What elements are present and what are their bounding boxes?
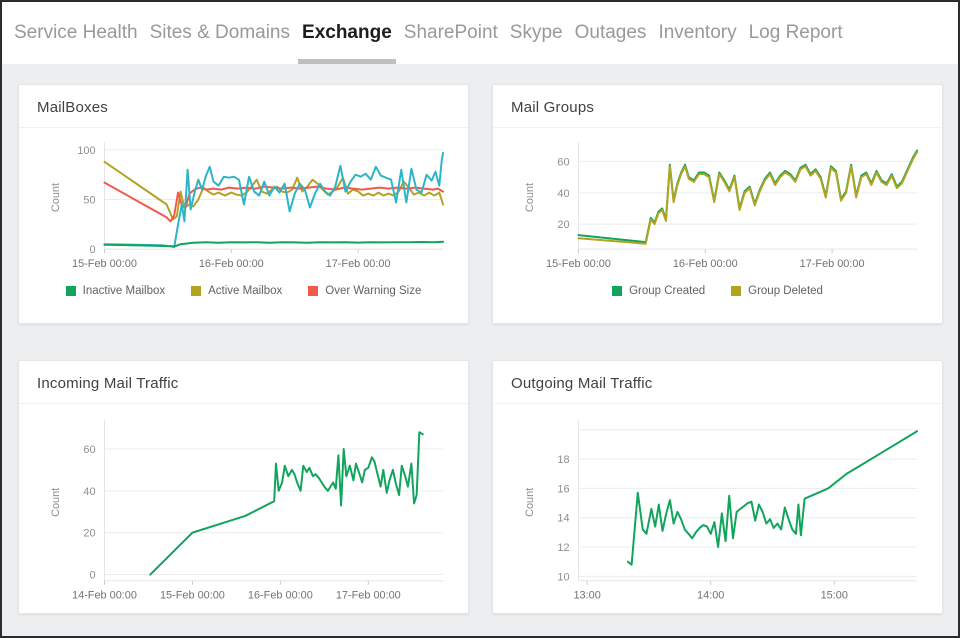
svg-text:17-Feb 00:00: 17-Feb 00:00 <box>336 590 401 602</box>
svg-text:40: 40 <box>557 188 569 200</box>
legend-item-group-deleted[interactable]: Group Deleted <box>731 285 823 297</box>
svg-text:Count: Count <box>50 488 62 517</box>
svg-text:15:00: 15:00 <box>821 590 848 602</box>
svg-text:40: 40 <box>83 486 95 498</box>
dashboard-grid: MailBoxes 05010015-Feb 00:0016-Feb 00:00… <box>2 64 958 636</box>
svg-text:14:00: 14:00 <box>697 590 724 602</box>
svg-text:14: 14 <box>557 513 569 525</box>
legend-item-over-warning-size[interactable]: Over Warning Size <box>308 285 421 297</box>
svg-text:16-Feb 00:00: 16-Feb 00:00 <box>248 590 313 602</box>
incoming-mail-traffic-card: Incoming Mail Traffic 0 20 40 60 14-Feb 00:0… <box>18 360 469 614</box>
legend-item-group-created[interactable]: Group Created <box>612 285 705 297</box>
incoming-mail-chart: 0 20 40 60 14-Feb 00:00 15-Feb 00:00 16-Feb 00… <box>33 410 454 614</box>
tab-sites-domains[interactable]: Sites & Domains <box>144 2 296 64</box>
svg-text:16: 16 <box>557 483 569 495</box>
svg-text:16-Feb 00:00: 16-Feb 00:00 <box>199 258 264 270</box>
legend-swatch-icon <box>612 286 622 296</box>
svg-text:Count: Count <box>524 183 536 212</box>
tab-log-report[interactable]: Log Report <box>743 2 849 64</box>
svg-text:15-Feb 00:00: 15-Feb 00:00 <box>72 258 137 270</box>
tab-outages[interactable]: Outages <box>569 2 653 64</box>
legend-label: Group Deleted <box>748 285 823 297</box>
legend-item-inactive-mailbox[interactable]: Inactive Mailbox <box>66 285 165 297</box>
svg-text:60: 60 <box>83 444 95 456</box>
dashboard-window: Service Health Sites & Domains Exchange … <box>0 0 960 638</box>
divider <box>493 127 942 128</box>
svg-text:Count: Count <box>50 183 62 212</box>
mailboxes-legend: Inactive Mailbox Active Mailbox Over War… <box>33 285 454 297</box>
svg-text:100: 100 <box>77 145 95 157</box>
svg-text:Count: Count <box>524 488 536 517</box>
chart-title-mailboxes: MailBoxes <box>37 99 454 116</box>
legend-label: Group Created <box>629 285 705 297</box>
divider <box>493 403 942 404</box>
outgoing-mail-chart: 10 12 14 16 18 13:00 14:00 15:00 Count <box>507 410 928 614</box>
tab-inventory[interactable]: Inventory <box>652 2 742 64</box>
mail-groups-card: Mail Groups 20 40 60 15-Feb 00:00 16-Feb 00:… <box>492 84 943 324</box>
svg-text:13:00: 13:00 <box>573 590 600 602</box>
svg-text:12: 12 <box>557 542 569 554</box>
svg-text:16-Feb 00:00: 16-Feb 00:00 <box>673 258 738 270</box>
legend-label: Over Warning Size <box>325 285 421 297</box>
mailboxes-card: MailBoxes 0 50 100 15-Feb 00:00 16-Feb 00:00… <box>18 84 469 324</box>
divider <box>19 403 468 404</box>
tab-bar: Service Health Sites & Domains Exchange … <box>2 2 958 64</box>
svg-text:0: 0 <box>89 569 95 581</box>
svg-text:17-Feb 00:00: 17-Feb 00:00 <box>800 258 865 270</box>
chart-title-mail-groups: Mail Groups <box>511 99 928 116</box>
legend-swatch-icon <box>308 286 318 296</box>
mail-groups-chart: 20 40 60 15-Feb 00:00 16-Feb 00:00 17-Feb 00:… <box>507 134 928 283</box>
legend-label: Active Mailbox <box>208 285 282 297</box>
svg-text:14-Feb 00:00: 14-Feb 00:00 <box>72 590 137 602</box>
legend-label: Inactive Mailbox <box>83 285 165 297</box>
svg-text:15-Feb 00:00: 15-Feb 00:00 <box>546 258 611 270</box>
svg-text:10: 10 <box>557 571 569 583</box>
tab-exchange[interactable]: Exchange <box>296 2 398 64</box>
svg-text:18: 18 <box>557 454 569 466</box>
mail-groups-legend: Group Created Group Deleted <box>507 285 928 297</box>
svg-text:0: 0 <box>89 244 95 256</box>
tab-sharepoint[interactable]: SharePoint <box>398 2 504 64</box>
legend-item-active-mailbox[interactable]: Active Mailbox <box>191 285 282 297</box>
tab-skype[interactable]: Skype <box>504 2 569 64</box>
mailboxes-chart: 0 50 100 15-Feb 00:00 16-Feb 00:00 17-Feb 00:… <box>33 134 454 283</box>
divider <box>19 127 468 128</box>
legend-swatch-icon <box>191 286 201 296</box>
svg-text:15-Feb 00:00: 15-Feb 00:00 <box>160 590 225 602</box>
tab-service-health[interactable]: Service Health <box>8 2 144 64</box>
svg-text:50: 50 <box>83 195 95 207</box>
svg-text:17-Feb 00:00: 17-Feb 00:00 <box>326 258 391 270</box>
outgoing-mail-traffic-card: Outgoing Mail Traffic 10 12 14 16 18 13:00 14:… <box>492 360 943 614</box>
svg-text:60: 60 <box>557 157 569 169</box>
chart-title-incoming-mail: Incoming Mail Traffic <box>37 375 454 392</box>
chart-title-outgoing-mail: Outgoing Mail Traffic <box>511 375 928 392</box>
legend-swatch-icon <box>66 286 76 296</box>
svg-text:20: 20 <box>83 528 95 540</box>
svg-text:20: 20 <box>557 219 569 231</box>
legend-swatch-icon <box>731 286 741 296</box>
